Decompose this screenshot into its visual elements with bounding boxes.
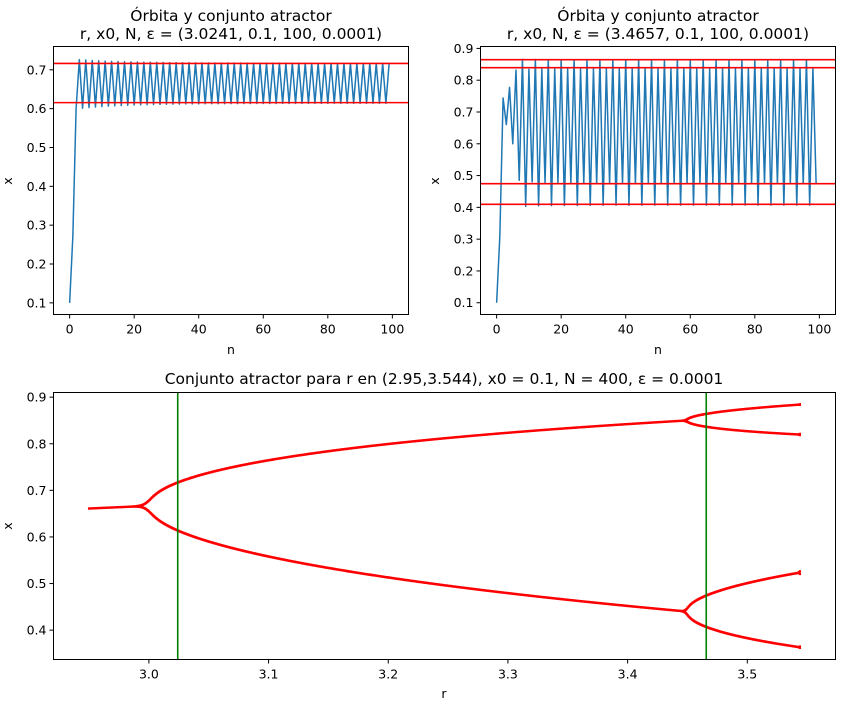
chart1-ytick-label: 0.4 [27, 179, 47, 194]
chart2-xtick-label: 60 [682, 322, 698, 337]
chart3-xtick-label: 3.2 [378, 667, 398, 682]
chart3-frame [53, 392, 836, 660]
chart2-ytick-label: 0.1 [454, 295, 474, 310]
chart2-ytick-label: 0.9 [454, 41, 474, 56]
chart2-y-axis: 0.1 0.2 0.3 0.4 0.5 0.6 0.7 0.8 0.9 [454, 41, 481, 310]
chart1-y-axis: 0.1 0.2 0.3 0.4 0.5 0.6 0.7 [27, 62, 54, 310]
chart3-xtick-label: 3.5 [737, 667, 757, 682]
chart3-attractor-points [87, 403, 802, 650]
chart1-subtitle: r, x0, N, ε = (3.0241, 0.1, 100, 0.0001) [80, 25, 382, 43]
chart1-xtick-label: 0 [66, 322, 74, 337]
chart3-xtick-label: 3.3 [498, 667, 518, 682]
chart3-ylabel: x [0, 522, 15, 529]
chart1-xtick-label: 60 [255, 322, 271, 337]
chart2-xlabel: n [654, 342, 662, 357]
chart3-xlabel: r [441, 686, 447, 701]
chart2-xtick-label: 100 [807, 322, 831, 337]
chart2-ytick-label: 0.7 [454, 104, 474, 119]
chart1-ytick-label: 0.2 [27, 257, 47, 272]
chart3-ytick-label: 0.8 [27, 436, 47, 451]
chart2-ylabel: x [427, 177, 442, 184]
chart1-ylabel: x [0, 177, 15, 184]
chart2-ytick-label: 0.3 [454, 232, 474, 247]
chart2-xtick-label: 40 [618, 322, 634, 337]
chart2-x-axis: 0 20 40 60 80 100 [493, 314, 831, 337]
chart1-xtick-label: 40 [191, 322, 207, 337]
chart3-y-axis: 0.4 0.5 0.6 0.7 0.8 0.9 [27, 390, 54, 638]
chart3-ytick-label: 0.9 [27, 390, 47, 405]
orbit-chart-right: Órbita y conjunto atractor r, x0, N, ε =… [427, 6, 836, 357]
chart1-ytick-label: 0.1 [27, 295, 47, 310]
chart3-ytick-label: 0.7 [27, 483, 47, 498]
chart1-ytick-label: 0.5 [27, 140, 47, 155]
chart2-subtitle: r, x0, N, ε = (3.4657, 0.1, 100, 0.0001) [507, 25, 809, 43]
chart2-ytick-label: 0.2 [454, 263, 474, 278]
bifurcation-chart: Conjunto atractor para r en (2.95,3.544)… [0, 370, 836, 701]
chart3-xtick-label: 3.0 [139, 667, 159, 682]
chart1-orbit-line [68, 58, 390, 303]
chart1-plot-area [53, 58, 409, 303]
chart2-ytick-label: 0.4 [454, 200, 474, 215]
chart3-x-axis: 3.0 3.1 3.2 3.3 3.4 3.5 [139, 659, 757, 682]
chart2-xtick-label: 80 [747, 322, 763, 337]
chart2-xtick-label: 20 [553, 322, 569, 337]
chart2-ytick-label: 0.6 [454, 136, 474, 151]
chart1-ytick-label: 0.3 [27, 218, 47, 233]
chart1-xtick-label: 20 [126, 322, 142, 337]
chart3-ytick-label: 0.4 [27, 623, 47, 638]
chart1-ytick-label: 0.6 [27, 101, 47, 116]
chart1-title: Órbita y conjunto atractor [130, 6, 332, 25]
chart3-plot-area [87, 392, 802, 660]
chart2-ytick-label: 0.8 [454, 73, 474, 88]
chart3-ytick-label: 0.6 [27, 529, 47, 544]
chart2-frame [480, 46, 836, 315]
orbit-chart-left: Órbita y conjunto atractor r, x0, N, ε =… [0, 6, 409, 357]
chart1-x-axis: 0 20 40 60 80 100 [66, 314, 404, 337]
chart3-xtick-label: 3.1 [259, 667, 279, 682]
chart1-xtick-label: 100 [380, 322, 404, 337]
chart1-frame [53, 46, 409, 315]
chart2-plot-area [480, 58, 836, 303]
chart2-xtick-label: 0 [493, 322, 501, 337]
chart1-xtick-label: 80 [320, 322, 336, 337]
chart1-ytick-label: 0.7 [27, 62, 47, 77]
chart2-ytick-label: 0.5 [454, 168, 474, 183]
chart3-ytick-label: 0.5 [27, 576, 47, 591]
chart2-title: Órbita y conjunto atractor [557, 6, 759, 25]
chart2-orbit-line [495, 58, 817, 303]
chart3-xtick-label: 3.4 [618, 667, 638, 682]
chart1-xlabel: n [227, 342, 235, 357]
chart3-title: Conjunto atractor para r en (2.95,3.544)… [165, 370, 724, 388]
